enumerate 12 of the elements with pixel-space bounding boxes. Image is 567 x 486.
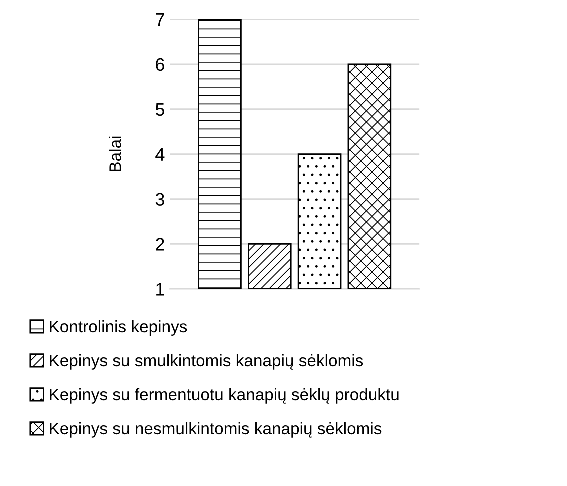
y-tick-label: 2 — [156, 238, 164, 251]
y-tick-label: 5 — [156, 103, 164, 116]
legend-label: Kepinys su smulkintomis kanapių sėklomis — [50, 354, 364, 370]
y-tick-label: 1 — [156, 283, 164, 296]
y-tick-label: 4 — [156, 148, 165, 161]
y-tick-label: 7 — [156, 14, 164, 26]
y-tick-label: 3 — [156, 193, 164, 206]
y-tick-label: 6 — [156, 58, 164, 72]
legend-label: Kepinys su fermentuotu kanapių sėklų produktu — [50, 388, 399, 404]
legend-label: Kontrolinis kepinys — [50, 320, 188, 336]
legend-label: Kepinys su nesmulkintomis kanapių sėklomis — [50, 422, 382, 438]
y-axis-title: Balai — [109, 136, 122, 172]
